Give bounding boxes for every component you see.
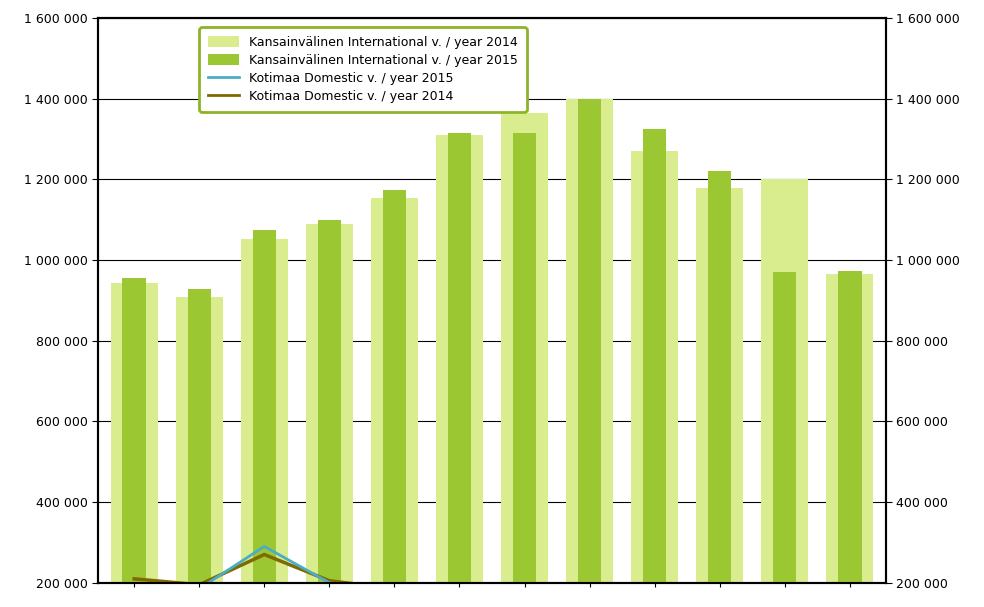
Bar xyxy=(631,151,678,607)
Bar xyxy=(513,133,536,607)
Legend: Kansainvälinen International v. / year 2014, Kansainvälinen International v. / y: Kansainvälinen International v. / year 2… xyxy=(199,27,526,112)
Bar xyxy=(436,135,483,607)
Bar xyxy=(838,271,862,607)
Bar xyxy=(383,189,406,607)
Bar xyxy=(253,230,276,607)
Bar xyxy=(762,180,808,607)
Bar xyxy=(241,239,287,607)
Bar xyxy=(578,99,601,607)
Bar xyxy=(643,129,666,607)
Bar xyxy=(697,188,743,607)
Bar xyxy=(371,198,418,607)
Bar xyxy=(566,99,613,607)
Bar xyxy=(111,283,157,607)
Bar xyxy=(827,274,873,607)
Bar xyxy=(306,224,353,607)
Bar xyxy=(448,133,471,607)
Bar xyxy=(176,297,222,607)
Bar xyxy=(773,272,796,607)
Bar xyxy=(501,113,548,607)
Bar xyxy=(122,278,146,607)
Bar xyxy=(708,171,731,607)
Bar xyxy=(318,220,341,607)
Bar xyxy=(188,289,211,607)
